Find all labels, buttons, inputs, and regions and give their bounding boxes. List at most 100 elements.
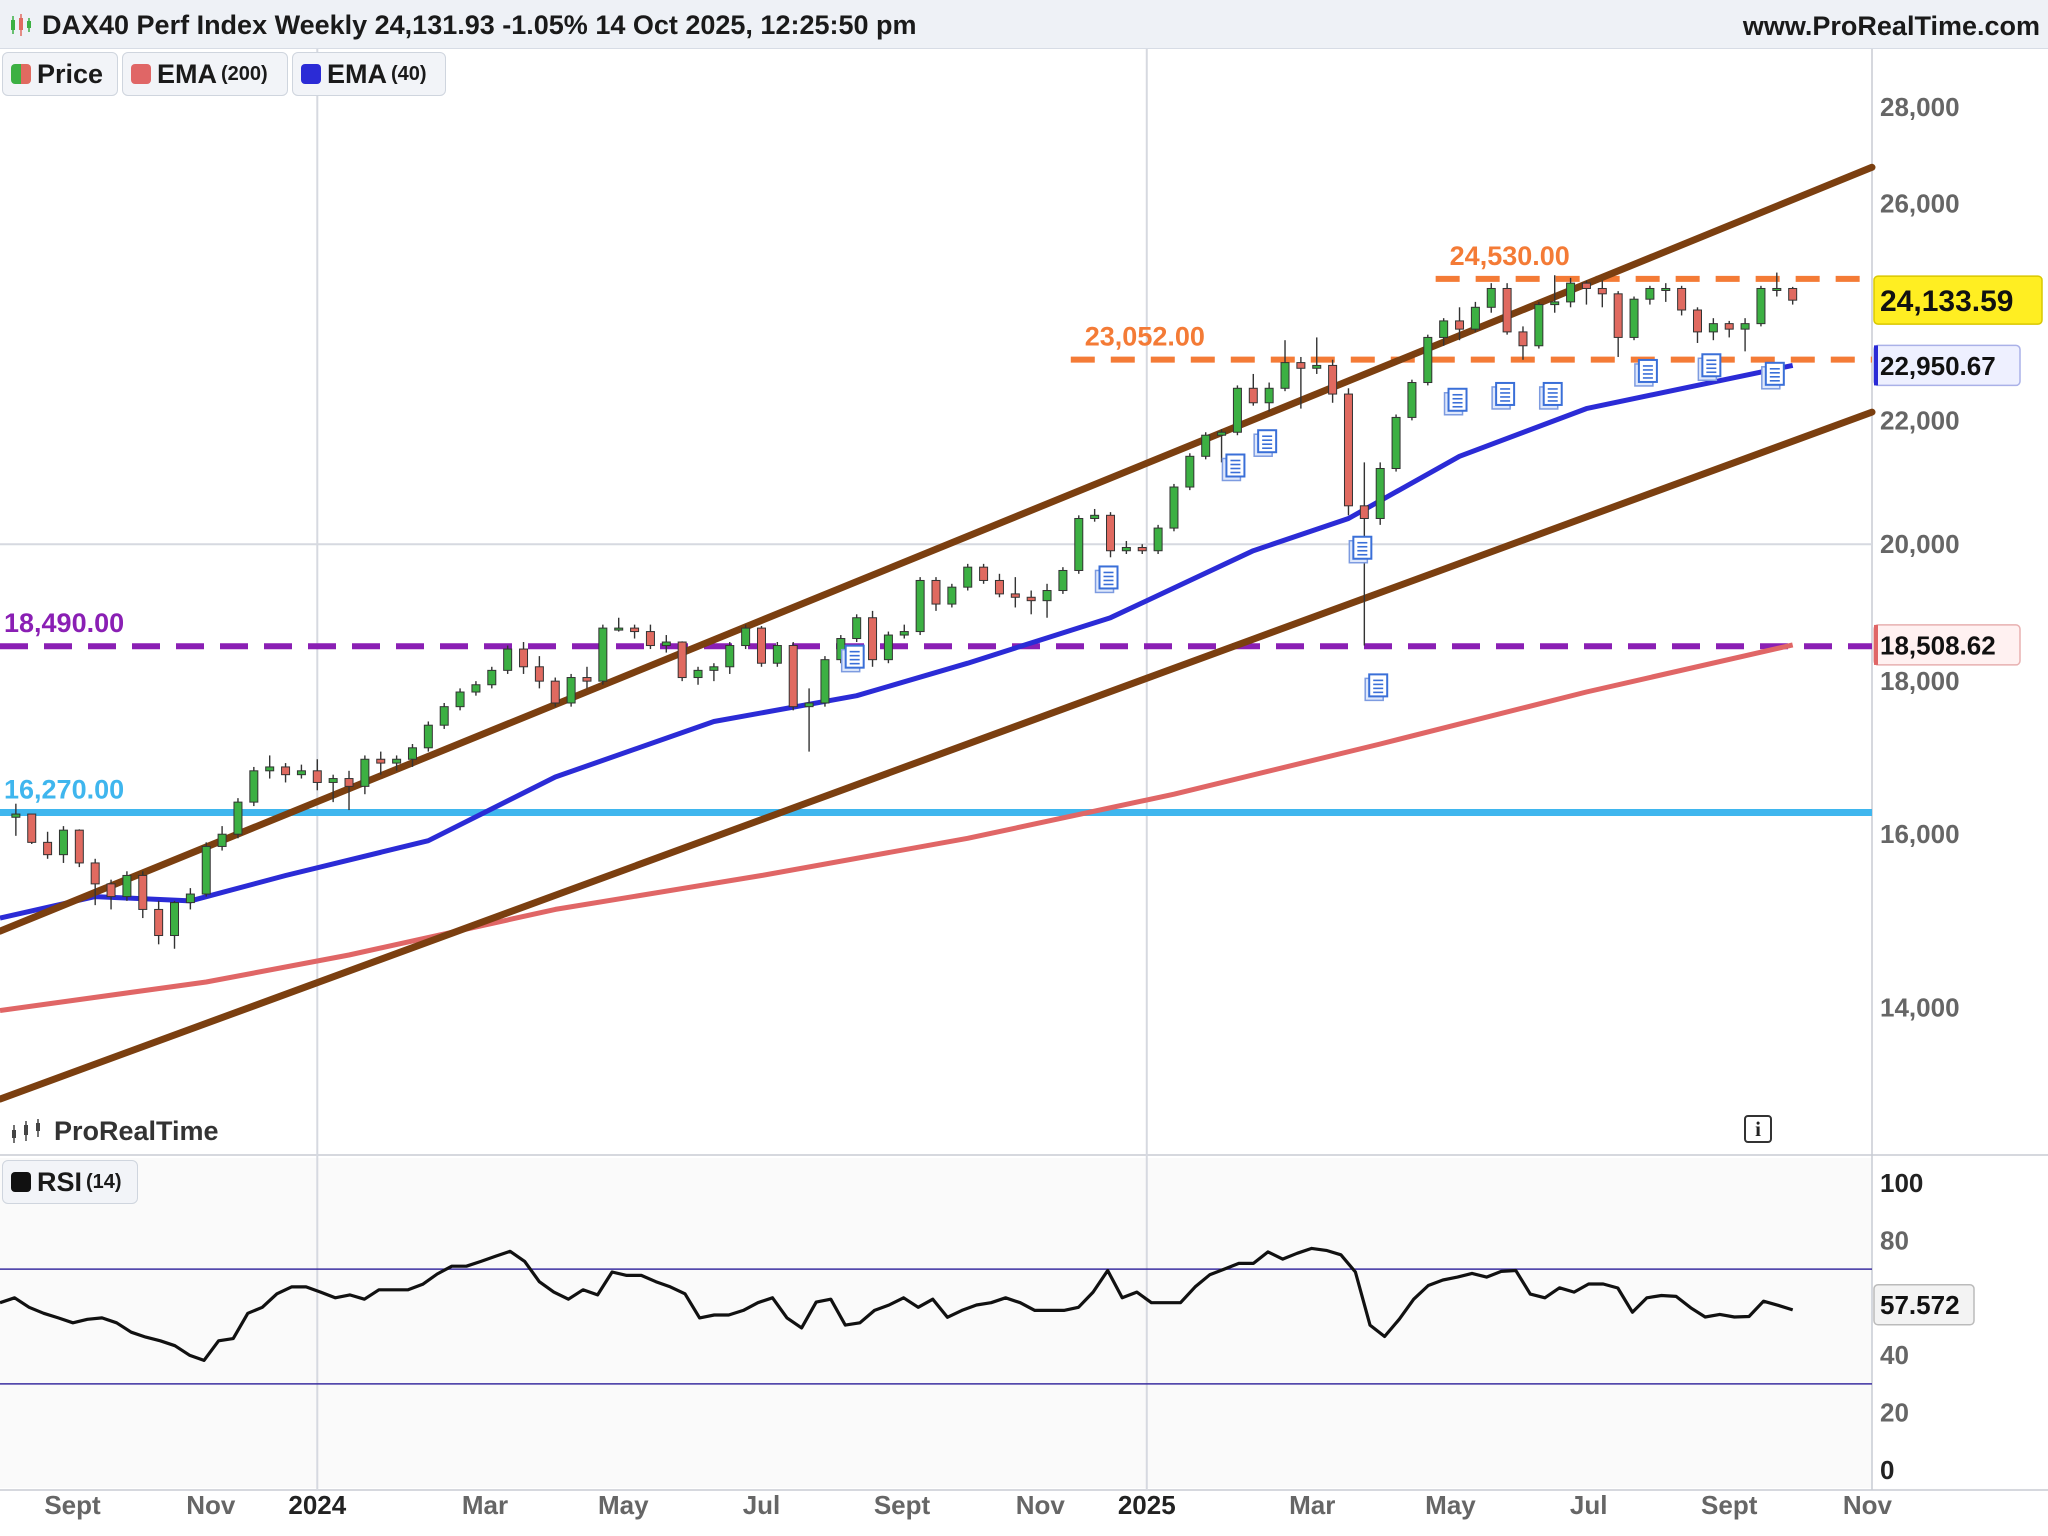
- candle-body: [1074, 517, 1084, 571]
- time-tick-label: Sept: [1701, 1490, 1758, 1520]
- price-tag-box: [1873, 275, 2043, 325]
- candle-body: [281, 766, 291, 776]
- price-tick-label: 18,000: [1880, 666, 1960, 696]
- candle-body: [598, 627, 608, 682]
- candle-body: [788, 645, 798, 708]
- price-tag-text: 22,950.67: [1880, 351, 1996, 381]
- candle-body: [90, 862, 100, 885]
- candle-body: [1137, 546, 1147, 552]
- candle-body: [1534, 304, 1544, 347]
- candle-body: [883, 634, 893, 661]
- legend-ema40[interactable]: EMA (40): [292, 52, 446, 96]
- candle-body: [296, 770, 306, 776]
- candle-body: [503, 648, 513, 671]
- legend-rsi[interactable]: RSI (14): [2, 1160, 138, 1204]
- candle-body: [677, 641, 687, 679]
- candle-body: [1455, 320, 1465, 330]
- candle-body: [1692, 309, 1702, 333]
- candle-body: [756, 627, 766, 664]
- level-label: 24,530.00: [1450, 241, 1570, 271]
- candle-body: [630, 627, 640, 633]
- candle-body: [550, 680, 560, 704]
- rsi-swatch: [11, 1172, 31, 1192]
- site-link[interactable]: www.ProRealTime.com: [1742, 11, 2040, 41]
- time-tick-label: 2024: [288, 1490, 346, 1520]
- candle-body: [1518, 331, 1528, 347]
- candle-body: [1169, 486, 1179, 529]
- candle-body: [1232, 387, 1242, 433]
- ema200-line: [0, 642, 1794, 1013]
- axes: 14,000 16,000 18,000 20,000 22,000 26,000 28,0…: [44, 92, 1959, 1520]
- candle-body: [74, 829, 84, 864]
- price-tag-text: 18,508.62: [1880, 630, 1996, 660]
- rsi-tick-label: 0: [1880, 1455, 1894, 1485]
- price-tags: 24,133.59 22,950.67 18,508.62 57.572: [1873, 275, 2043, 1326]
- candle-body: [1359, 505, 1369, 519]
- price-tag-marker: [1874, 624, 1878, 665]
- candle-body: [1550, 301, 1560, 306]
- chart-background: [0, 48, 2048, 1536]
- legend-price-label: Price: [37, 58, 104, 89]
- candle-body: [392, 758, 402, 764]
- price-tag-ema200: 18,508.62: [1873, 624, 2021, 666]
- candle-body: [376, 758, 386, 764]
- candle-body: [1328, 364, 1338, 395]
- candle-body: [1185, 455, 1195, 488]
- candle-body: [645, 631, 655, 647]
- news-icon: [1221, 453, 1246, 482]
- candle-body: [868, 617, 878, 661]
- watermark: ProRealTime: [8, 1116, 219, 1147]
- time-tick-label: May: [598, 1490, 649, 1520]
- candle-body: [709, 666, 719, 671]
- level-labels: 18,490.00 16,270.00 23,052.00 24,530.00: [4, 241, 1570, 805]
- time-tick-label: Mar: [1289, 1490, 1335, 1520]
- price-tag-marker: [1874, 345, 1878, 386]
- candle-body: [1566, 282, 1576, 303]
- candle-body: [487, 669, 497, 686]
- legend-rsi-label: RSI: [37, 1166, 83, 1197]
- candle-body: [931, 579, 941, 605]
- price-tick-label: 14,000: [1880, 993, 1960, 1023]
- candles: [11, 272, 1798, 949]
- rsi-background: [0, 1158, 1872, 1488]
- rsi-tag-box: [1873, 1284, 1975, 1326]
- candle-body: [1423, 336, 1433, 384]
- legend-ema200[interactable]: EMA (200): [122, 52, 288, 96]
- level-label: 18,490.00: [4, 608, 124, 638]
- info-icon[interactable]: i: [1744, 1115, 1772, 1143]
- candle-body: [1677, 287, 1687, 311]
- candle-body: [312, 770, 322, 783]
- candle-body: [804, 702, 814, 708]
- candle-body: [122, 874, 132, 898]
- price-tag-text: 24,133.59: [1880, 285, 2013, 318]
- candle-body: [534, 666, 544, 682]
- channel-lower-line: [0, 408, 1876, 1103]
- chart-title: DAX40 Perf Index Weekly 24,131.93 -1.05%…: [42, 10, 917, 40]
- candle-body: [1470, 306, 1480, 330]
- news-icon: [1253, 429, 1278, 457]
- level-label: 23,052.00: [1085, 322, 1205, 352]
- candle-body: [138, 874, 148, 910]
- price-tick-label: 20,000: [1880, 529, 1960, 559]
- candle-body: [979, 566, 989, 581]
- candle-body: [1217, 431, 1227, 436]
- candle-body: [1407, 382, 1417, 418]
- candle-body: [407, 747, 417, 760]
- watermark-logo-icon: [12, 1118, 40, 1143]
- candle-body: [170, 902, 180, 937]
- candle-body: [1106, 514, 1116, 552]
- legend-price[interactable]: Price: [2, 52, 118, 96]
- trend-channel: [0, 163, 1876, 1103]
- candle-body: [820, 659, 830, 704]
- rsi-tick-label: 80: [1880, 1225, 1909, 1255]
- rsi-tick-label: 100: [1880, 1168, 1923, 1198]
- candle-body: [1248, 387, 1258, 404]
- candle-body: [154, 908, 164, 937]
- ema200-swatch: [131, 64, 151, 84]
- time-tick-label: May: [1425, 1490, 1476, 1520]
- candle-body: [233, 801, 243, 835]
- candle-body: [1153, 527, 1163, 552]
- news-icon: [1491, 381, 1516, 410]
- candle-body: [1597, 287, 1607, 295]
